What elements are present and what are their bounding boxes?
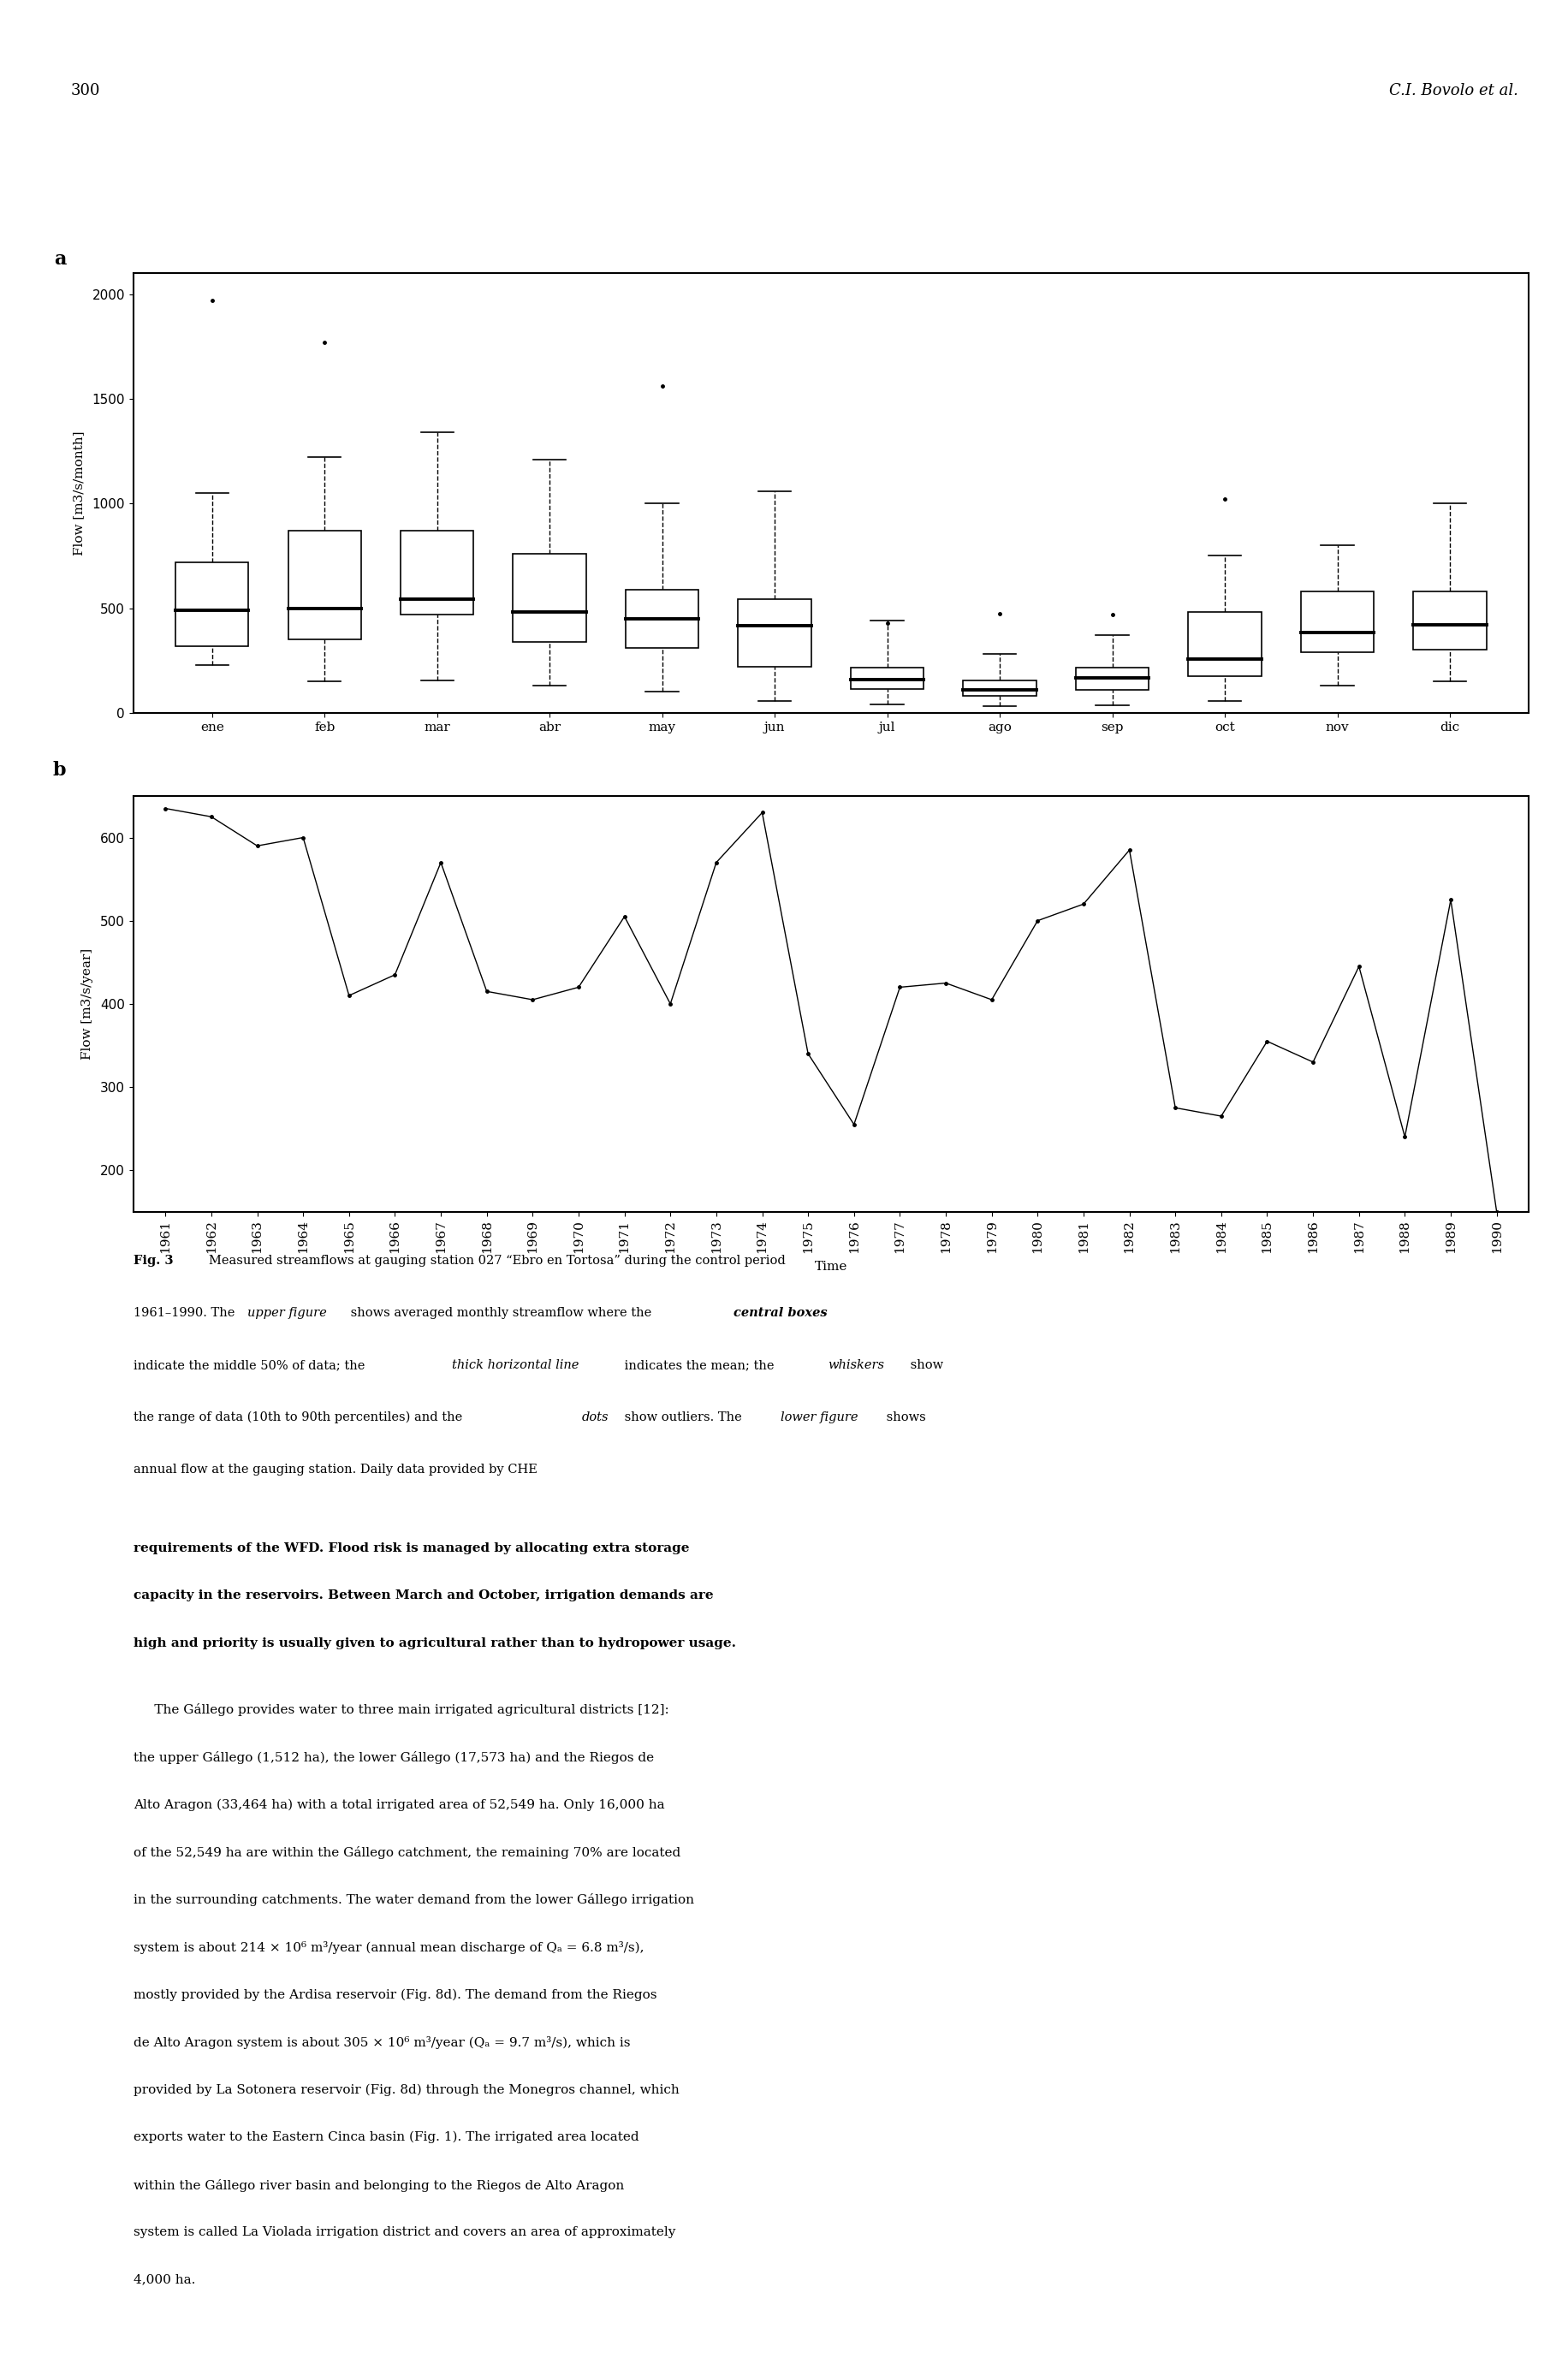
Bar xyxy=(1189,613,1262,677)
Bar xyxy=(851,668,924,689)
Text: C.I. Bovolo et al.: C.I. Bovolo et al. xyxy=(1389,83,1518,97)
Text: mostly provided by the Ardisa reservoir (Fig. 8d). The demand from the Riegos: mostly provided by the Ardisa reservoir … xyxy=(133,1989,657,2001)
Text: The Gállego provides water to three main irrigated agricultural districts [12]:: The Gállego provides water to three main… xyxy=(133,1704,670,1715)
Bar xyxy=(1413,592,1486,651)
Text: b: b xyxy=(53,760,66,779)
Text: 1961–1990. The: 1961–1990. The xyxy=(133,1307,238,1319)
Text: a: a xyxy=(53,249,66,268)
Text: 4,000 ha.: 4,000 ha. xyxy=(133,2274,196,2286)
Text: system is about 214 × 10⁶ m³/year (annual mean discharge of Qₐ = 6.8 m³/s),: system is about 214 × 10⁶ m³/year (annua… xyxy=(133,1941,644,1953)
Text: thick horizontal line: thick horizontal line xyxy=(452,1359,579,1371)
Bar xyxy=(626,589,699,649)
Bar xyxy=(400,530,474,615)
Text: of the 52,549 ha are within the Gállego catchment, the remaining 70% are located: of the 52,549 ha are within the Gállego … xyxy=(133,1846,681,1858)
Text: provided by La Sotonera reservoir (Fig. 8d) through the Monegros channel, which: provided by La Sotonera reservoir (Fig. … xyxy=(133,2084,679,2096)
Text: within the Gállego river basin and belonging to the Riegos de Alto Aragon: within the Gállego river basin and belon… xyxy=(133,2179,624,2191)
Text: whiskers: whiskers xyxy=(828,1359,884,1371)
Text: shows averaged monthly streamflow where the: shows averaged monthly streamflow where … xyxy=(347,1307,655,1319)
Text: lower figure: lower figure xyxy=(781,1411,858,1423)
Text: exports water to the Eastern Cinca basin (Fig. 1). The irrigated area located: exports water to the Eastern Cinca basin… xyxy=(133,2131,638,2143)
Y-axis label: Flow [m3/s/month]: Flow [m3/s/month] xyxy=(72,430,85,556)
X-axis label: Time: Time xyxy=(815,1262,847,1274)
Text: Fig. 3: Fig. 3 xyxy=(133,1255,177,1266)
Text: 300: 300 xyxy=(71,83,100,97)
Text: the range of data (10th to 90th percentiles) and the: the range of data (10th to 90th percenti… xyxy=(133,1411,466,1423)
Text: in the surrounding catchments. The water demand from the lower Gállego irrigatio: in the surrounding catchments. The water… xyxy=(133,1894,695,1906)
Bar xyxy=(963,680,1036,696)
Text: the upper Gállego (1,512 ha), the lower Gállego (17,573 ha) and the Riegos de: the upper Gállego (1,512 ha), the lower … xyxy=(133,1751,654,1763)
Text: Alto Aragon (33,464 ha) with a total irrigated area of 52,549 ha. Only 16,000 ha: Alto Aragon (33,464 ha) with a total irr… xyxy=(133,1799,665,1811)
Text: Measured streamflows at gauging station 027 “Ebro en Tortosa” during the control: Measured streamflows at gauging station … xyxy=(209,1255,786,1266)
Text: annual flow at the gauging station. Daily data provided by CHE: annual flow at the gauging station. Dail… xyxy=(133,1464,538,1475)
Text: indicates the mean; the: indicates the mean; the xyxy=(621,1359,779,1371)
Bar xyxy=(513,554,586,642)
Text: show outliers. The: show outliers. The xyxy=(621,1411,746,1423)
Text: requirements of the WFD. Flood risk is managed by allocating extra storage: requirements of the WFD. Flood risk is m… xyxy=(133,1542,690,1554)
Text: shows: shows xyxy=(883,1411,927,1423)
Bar xyxy=(289,530,361,639)
Text: capacity in the reservoirs. Between March and October, irrigation demands are: capacity in the reservoirs. Between Marc… xyxy=(133,1590,713,1601)
Bar xyxy=(739,599,811,668)
Bar xyxy=(1301,592,1374,651)
Bar xyxy=(176,563,249,646)
Text: show: show xyxy=(906,1359,944,1371)
Text: central boxes: central boxes xyxy=(734,1307,828,1319)
Y-axis label: Flow [m3/s/year]: Flow [m3/s/year] xyxy=(82,948,93,1060)
Text: upper figure: upper figure xyxy=(248,1307,328,1319)
Bar xyxy=(1076,668,1149,689)
Text: indicate the middle 50% of data; the: indicate the middle 50% of data; the xyxy=(133,1359,368,1371)
Text: high and priority is usually given to agricultural rather than to hydropower usa: high and priority is usually given to ag… xyxy=(133,1637,735,1649)
Text: de Alto Aragon system is about 305 × 10⁶ m³/year (Qₐ = 9.7 m³/s), which is: de Alto Aragon system is about 305 × 10⁶… xyxy=(133,2036,630,2048)
Text: dots: dots xyxy=(582,1411,608,1423)
Text: system is called La Violada irrigation district and covers an area of approximat: system is called La Violada irrigation d… xyxy=(133,2226,676,2238)
